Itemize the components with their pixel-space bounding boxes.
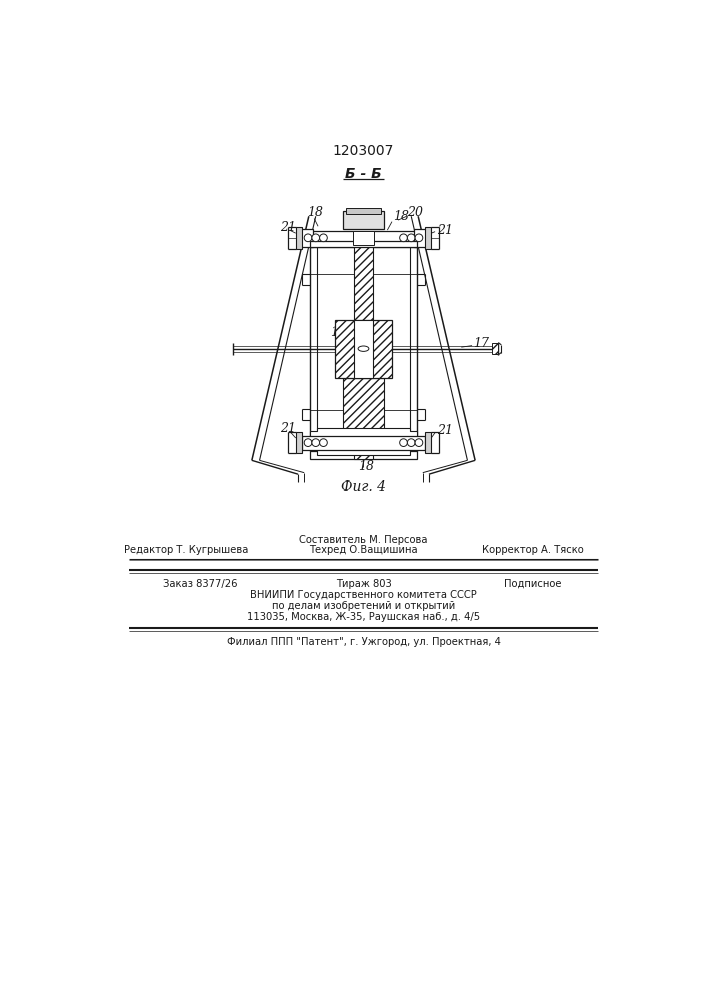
Circle shape: [415, 234, 423, 242]
Text: Редактор Т. Кугрышева: Редактор Т. Кугрышева: [124, 545, 249, 555]
Text: Б - Б: Б - Б: [345, 167, 382, 181]
Bar: [302, 436, 425, 450]
Circle shape: [407, 234, 415, 242]
Bar: [354, 320, 373, 378]
Ellipse shape: [358, 346, 369, 351]
Text: Техред О.Ващишина: Техред О.Ващишина: [309, 545, 418, 555]
Text: 17: 17: [474, 337, 490, 350]
Bar: [310, 239, 417, 247]
Bar: [343, 378, 385, 436]
Text: 113035, Москва, Ж-35, Раушская наб., д. 4/5: 113035, Москва, Ж-35, Раушская наб., д. …: [247, 612, 480, 622]
Bar: [310, 241, 417, 247]
Text: 21: 21: [281, 221, 296, 234]
Circle shape: [407, 439, 415, 446]
Text: 21: 21: [437, 224, 452, 237]
Bar: [354, 232, 373, 459]
Bar: [310, 451, 417, 459]
Text: Подписное: Подписное: [504, 579, 561, 589]
Text: Заказ 8377/26: Заказ 8377/26: [163, 579, 238, 589]
Circle shape: [415, 439, 423, 446]
Text: 18: 18: [358, 460, 374, 473]
Bar: [296, 227, 302, 249]
Text: ВНИИПИ Государственного комитета СССР: ВНИИПИ Государственного комитета СССР: [250, 590, 477, 600]
Circle shape: [304, 439, 312, 446]
Bar: [425, 432, 431, 453]
Circle shape: [320, 234, 327, 242]
Bar: [353, 231, 374, 245]
Bar: [302, 231, 425, 245]
Circle shape: [399, 234, 407, 242]
Text: по делам изобретений и открытий: по делам изобретений и открытий: [272, 601, 455, 611]
Circle shape: [399, 439, 407, 446]
Text: 18: 18: [393, 210, 409, 223]
Bar: [492, 343, 498, 354]
Bar: [414, 229, 429, 247]
Text: 21: 21: [281, 422, 296, 435]
Bar: [343, 211, 385, 229]
Text: 16: 16: [330, 326, 346, 339]
Bar: [346, 208, 381, 214]
Text: 20: 20: [407, 206, 423, 219]
Text: Фиг. 4: Фиг. 4: [341, 480, 386, 494]
Bar: [296, 432, 302, 453]
Text: Тираж 803: Тираж 803: [336, 579, 392, 589]
Circle shape: [312, 234, 320, 242]
Bar: [298, 229, 313, 247]
Text: Корректор А. Тяско: Корректор А. Тяско: [482, 545, 584, 555]
Text: 21: 21: [437, 424, 452, 437]
Circle shape: [304, 234, 312, 242]
Circle shape: [312, 439, 320, 446]
Text: 18: 18: [308, 206, 323, 219]
Text: Составитель М. Персова: Составитель М. Персова: [299, 535, 428, 545]
Text: Филиал ППП "Патент", г. Ужгород, ул. Проектная, 4: Филиал ППП "Патент", г. Ужгород, ул. Про…: [226, 637, 501, 647]
Bar: [425, 227, 431, 249]
Polygon shape: [310, 428, 417, 455]
Circle shape: [320, 439, 327, 446]
Bar: [335, 320, 392, 378]
Text: 1203007: 1203007: [333, 144, 395, 158]
